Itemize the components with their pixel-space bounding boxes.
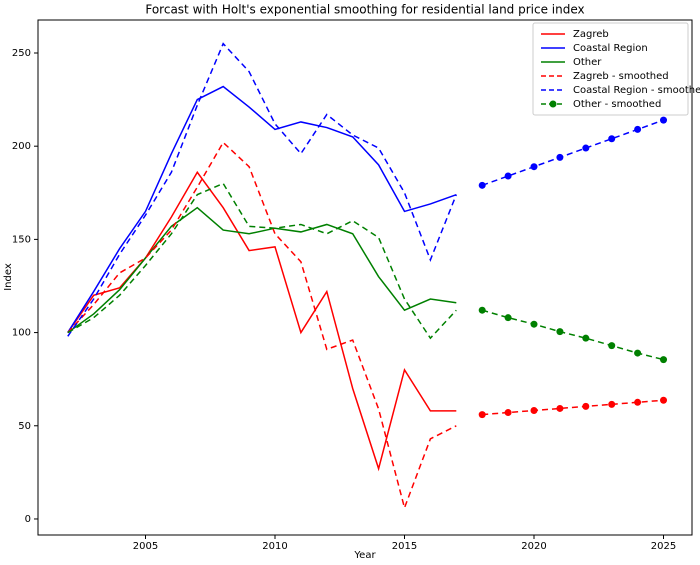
forecast-point xyxy=(660,396,668,404)
x-axis-label: Year xyxy=(353,550,376,561)
forecast-point xyxy=(582,402,590,410)
forecast-point xyxy=(530,406,538,414)
forecast-point xyxy=(504,172,512,180)
plot-frame xyxy=(37,19,693,536)
forecast-point xyxy=(608,400,616,408)
series-line xyxy=(67,206,457,334)
x-tick-label: 2015 xyxy=(392,541,417,552)
legend-label: Coastal Region xyxy=(573,43,648,54)
forecast-point xyxy=(634,349,642,357)
legend-label: Other xyxy=(573,57,602,68)
y-tick-label: 100 xyxy=(12,328,31,339)
forecast-point xyxy=(608,342,616,350)
x-tick-label: 2025 xyxy=(651,541,676,552)
y-axis-label: Index xyxy=(3,263,14,291)
forecast-point xyxy=(556,328,564,336)
y-tick-label: 200 xyxy=(12,141,31,152)
forecast-point xyxy=(660,116,668,124)
chart-title: Forcast with Holt's exponential smoothin… xyxy=(145,3,584,17)
forecast-point xyxy=(608,135,616,143)
forecast-point xyxy=(504,409,512,417)
forecast-point xyxy=(556,404,564,412)
forecast-point xyxy=(478,411,486,419)
forecast-point xyxy=(582,334,590,342)
forecast-point xyxy=(504,314,512,322)
forecast-point xyxy=(582,144,590,152)
forecast-point xyxy=(530,163,538,171)
legend-label: Zagreb - smoothed xyxy=(573,71,669,82)
forecast-point xyxy=(478,181,486,189)
forecast-point xyxy=(660,356,668,364)
y-tick-label: 150 xyxy=(12,234,31,245)
y-tick-label: 250 xyxy=(12,48,31,59)
series-line xyxy=(67,182,457,340)
legend-label: Coastal Region - smoothed xyxy=(573,85,700,96)
forecast-point xyxy=(634,398,642,406)
x-tick-label: 2010 xyxy=(262,541,287,552)
forecast-line xyxy=(482,399,664,416)
x-tick-label: 2020 xyxy=(521,541,546,552)
y-tick-label: 0 xyxy=(25,514,31,525)
forecast-point xyxy=(478,306,486,314)
legend-label: Other - smoothed xyxy=(573,99,661,110)
forecast-point xyxy=(530,320,538,328)
forecast-line xyxy=(481,119,664,187)
forecast-line xyxy=(481,309,664,361)
x-tick-label: 2005 xyxy=(133,541,158,552)
forecast-point xyxy=(634,125,642,133)
series-line xyxy=(67,141,457,511)
y-tick-label: 50 xyxy=(18,421,31,432)
forecast-point xyxy=(556,153,564,161)
series-line xyxy=(67,170,457,472)
legend-box xyxy=(532,22,689,116)
series-line xyxy=(67,42,457,337)
legend-label: Zagreb xyxy=(573,29,609,40)
series-line xyxy=(67,85,457,333)
legend-marker xyxy=(549,100,557,108)
